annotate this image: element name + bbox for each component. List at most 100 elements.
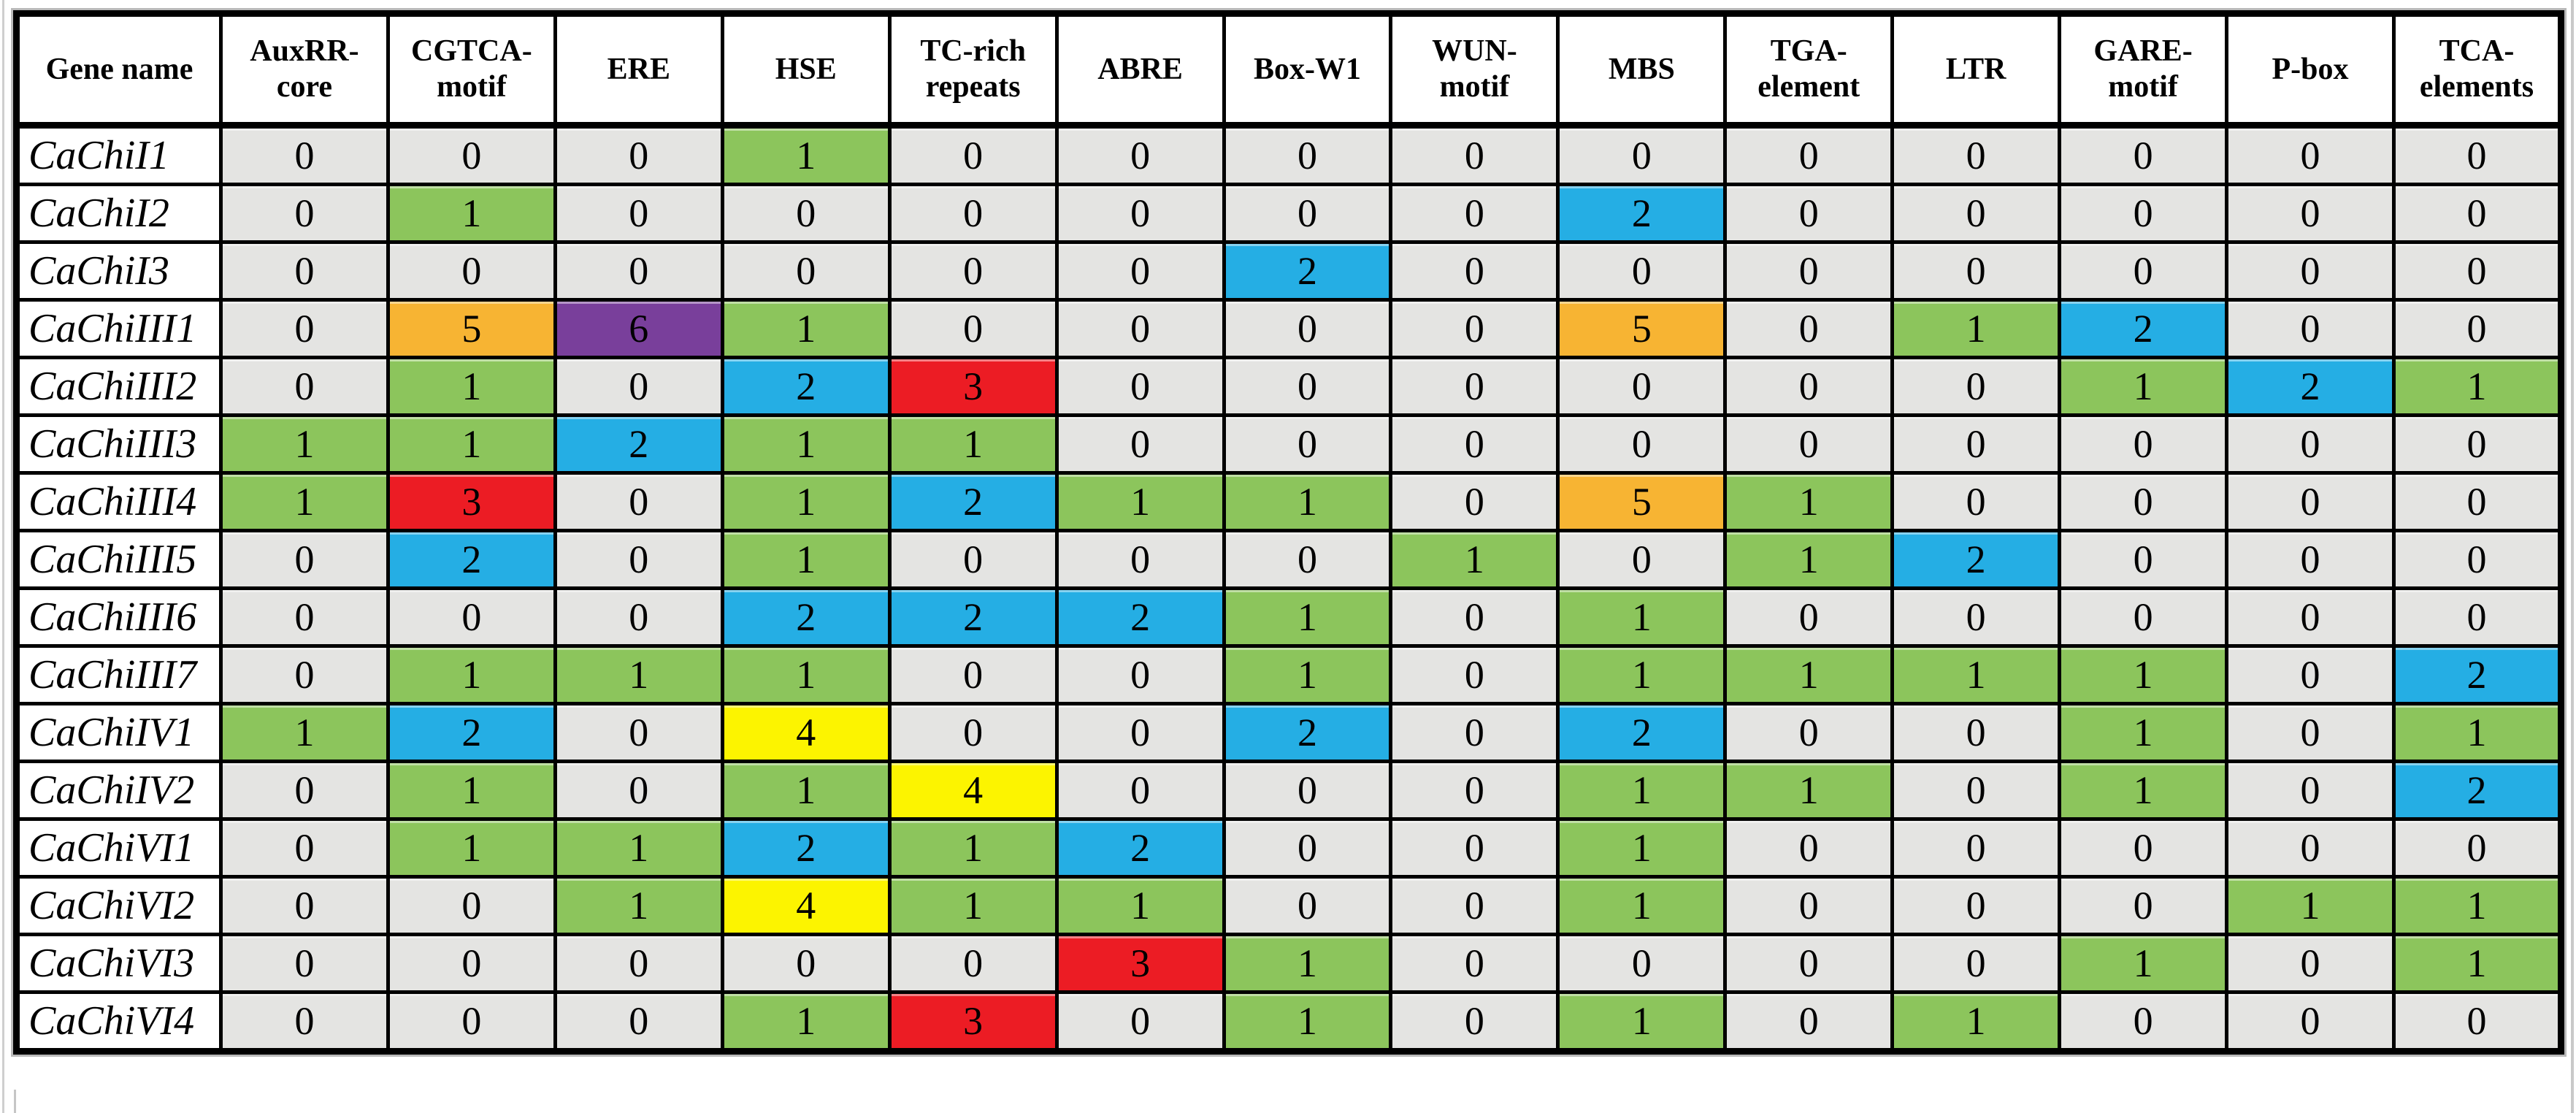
value-cell: 0 [2225, 183, 2396, 244]
page-right-edge-line [2571, 0, 2574, 1113]
value-cell: 0 [2225, 644, 2396, 705]
value-cell: 0 [386, 990, 557, 1053]
value-cell: 1 [553, 817, 724, 879]
bottom-left-edge-line [14, 1090, 16, 1113]
value-cell: 0 [219, 990, 390, 1053]
value-cell: 1 [1222, 990, 1393, 1053]
value-cell: 0 [2391, 298, 2564, 359]
value-cell: 0 [2391, 413, 2564, 475]
value-cell: 0 [1222, 413, 1393, 475]
value-cell: 0 [1389, 413, 1560, 475]
value-cell: 1 [2058, 644, 2229, 705]
gene-name-cell: CaChiIV2 [15, 760, 223, 821]
value-cell: 0 [887, 240, 1059, 302]
value-cell: 0 [887, 183, 1059, 244]
value-cell: 0 [1723, 933, 1895, 994]
value-cell: 1 [720, 471, 892, 532]
value-cell: 1 [720, 298, 892, 359]
value-cell: 2 [2391, 644, 2564, 705]
cis-element-table-wrapper: Gene name AuxRR- core CGTCA- motif ERE HSE TC… [11, 8, 2567, 1057]
value-cell: 0 [1389, 990, 1560, 1053]
value-cell: 0 [1222, 875, 1393, 936]
value-cell: 0 [2225, 990, 2396, 1053]
value-cell: 0 [219, 933, 390, 994]
table-row: CaChiVI1 0 1 1 2 1 2 0 0 1 0 0 0 0 0 [15, 817, 2564, 879]
value-cell: 1 [887, 817, 1059, 879]
value-cell: 0 [386, 586, 557, 648]
value-cell: 4 [887, 760, 1059, 821]
value-cell: 0 [386, 240, 557, 302]
value-cell: 0 [1222, 760, 1393, 821]
value-cell: 0 [2391, 183, 2564, 244]
value-cell: 0 [887, 933, 1059, 994]
value-cell: 2 [887, 586, 1059, 648]
gene-name-cell: CaChiVI2 [15, 875, 223, 936]
value-cell: 0 [553, 586, 724, 648]
gene-name-cell: CaChiIII4 [15, 471, 223, 532]
value-cell: 0 [553, 471, 724, 532]
value-cell: 0 [1054, 529, 1226, 590]
value-cell: 0 [2391, 817, 2564, 879]
value-cell: 0 [1890, 240, 2062, 302]
value-cell: 2 [1222, 240, 1393, 302]
value-cell: 1 [1556, 586, 1728, 648]
value-cell: 0 [1556, 933, 1728, 994]
value-cell: 2 [1222, 702, 1393, 763]
table-row: CaChiI3 0 0 0 0 0 0 2 0 0 0 0 0 0 0 [15, 240, 2564, 302]
value-cell: 2 [720, 356, 892, 417]
value-cell: 0 [1389, 586, 1560, 648]
gene-name-cell: CaChiIII7 [15, 644, 223, 705]
value-cell: 1 [553, 875, 724, 936]
value-cell: 0 [1222, 529, 1393, 590]
value-cell: 2 [553, 413, 724, 475]
table-row: CaChiIII6 0 0 0 2 2 2 1 0 1 0 0 0 0 0 [15, 586, 2564, 648]
table-row: CaChiI2 0 1 0 0 0 0 0 0 2 0 0 0 0 0 [15, 183, 2564, 244]
value-cell: 0 [2058, 240, 2229, 302]
value-cell: 0 [1222, 298, 1393, 359]
header-cell: P-box [2225, 12, 2396, 129]
value-cell: 1 [720, 529, 892, 590]
value-cell: 0 [1723, 990, 1895, 1053]
value-cell: 0 [1222, 183, 1393, 244]
value-cell: 0 [553, 240, 724, 302]
value-cell: 3 [887, 990, 1059, 1053]
value-cell: 0 [2058, 586, 2229, 648]
value-cell: 0 [1890, 702, 2062, 763]
value-cell: 2 [720, 817, 892, 879]
value-cell: 0 [1890, 760, 2062, 821]
value-cell: 0 [887, 529, 1059, 590]
gene-name-cell: CaChiVI3 [15, 933, 223, 994]
value-cell: 0 [219, 183, 390, 244]
value-cell: 1 [1723, 529, 1895, 590]
value-cell: 0 [2058, 990, 2229, 1053]
value-cell: 1 [2391, 702, 2564, 763]
value-cell: 1 [1556, 817, 1728, 879]
value-cell: 2 [2391, 760, 2564, 821]
value-cell: 0 [2225, 529, 2396, 590]
value-cell: 0 [887, 298, 1059, 359]
value-cell: 1 [386, 356, 557, 417]
value-cell: 0 [1723, 702, 1895, 763]
value-cell: 0 [1054, 990, 1226, 1053]
value-cell: 0 [1890, 933, 2062, 994]
value-cell: 0 [1389, 183, 1560, 244]
value-cell: 0 [1054, 356, 1226, 417]
header-row: Gene name AuxRR- core CGTCA- motif ERE HSE TC… [15, 12, 2564, 129]
value-cell: 0 [2391, 586, 2564, 648]
value-cell: 0 [553, 933, 724, 994]
value-cell: 1 [1556, 644, 1728, 705]
value-cell: 0 [1389, 471, 1560, 532]
header-cell: TCA- elements [2391, 12, 2564, 129]
value-cell: 1 [887, 413, 1059, 475]
value-cell: 0 [1723, 298, 1895, 359]
value-cell: 0 [2391, 529, 2564, 590]
value-cell: 0 [386, 933, 557, 994]
value-cell: 0 [1556, 123, 1728, 186]
table-row: CaChiVI3 0 0 0 0 0 3 1 0 0 0 0 1 0 1 [15, 933, 2564, 994]
header-cell: LTR [1890, 12, 2062, 129]
value-cell: 1 [553, 644, 724, 705]
value-cell: 0 [219, 298, 390, 359]
table-row: CaChiIII2 0 1 0 2 3 0 0 0 0 0 0 1 2 1 [15, 356, 2564, 417]
header-gene-name: Gene name [15, 12, 223, 129]
